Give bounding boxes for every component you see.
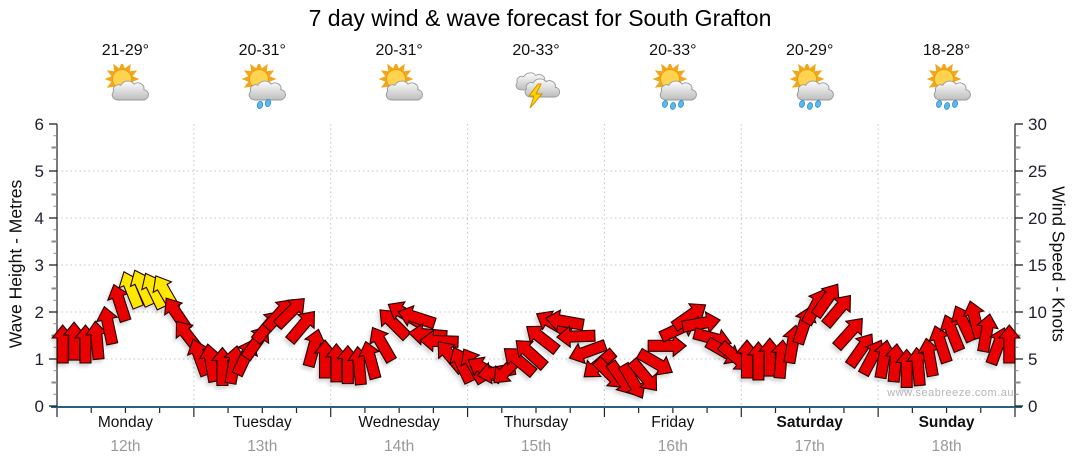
left-tick-label: 4: [35, 209, 44, 228]
x-day-label: Tuesday: [232, 414, 292, 431]
sun-cloud-rain-icon: [236, 61, 288, 112]
left-tick-label: 0: [35, 397, 44, 416]
x-day-label: Wednesday: [358, 414, 440, 431]
sun-cloud-rain-icon: [784, 61, 836, 112]
x-date-label: 18th: [931, 438, 962, 455]
sun-cloud-rain-icon: [647, 61, 699, 112]
right-tick-label: 10: [1028, 303, 1047, 322]
wind-arrow: [975, 313, 999, 354]
x-day-label: Monday: [97, 414, 153, 431]
right-tick-label: 30: [1028, 115, 1047, 134]
right-tick-label: 5: [1028, 350, 1037, 369]
wind-arrow: [369, 326, 398, 364]
left-tick-label: 5: [35, 162, 44, 181]
right-tick-label: 15: [1028, 256, 1047, 275]
day-temp-range: 20-29°: [786, 42, 834, 59]
x-date-label: 15th: [520, 438, 552, 455]
day-temp-range: 20-31°: [238, 42, 286, 59]
day-temp-range: 20-31°: [375, 42, 423, 59]
wind-arrow: [832, 317, 863, 352]
x-day-label: Friday: [651, 414, 695, 431]
day-temp-range: 20-33°: [649, 42, 697, 59]
wind-arrow: [95, 305, 119, 346]
day-temp-range: 21-29°: [101, 42, 150, 59]
wind-arrow-series: [51, 269, 1021, 399]
sun-cloud-rain-icon: [921, 61, 973, 112]
watermark: www.seabreeze.com.au: [887, 387, 1014, 399]
sun-cloud-icon: [99, 61, 151, 112]
x-date-label: 13th: [247, 438, 278, 455]
x-day-label: Sunday: [918, 414, 975, 431]
wind-arrow: [556, 324, 596, 349]
wind-arrow: [515, 340, 549, 371]
sun-cloud-icon: [373, 61, 425, 112]
right-tick-label: 20: [1028, 209, 1047, 228]
wind-arrow: [284, 310, 315, 345]
right-tick-label: 0: [1028, 397, 1037, 416]
day-temp-range: 18-28°: [922, 42, 971, 59]
wind-arrow: [357, 340, 382, 381]
left-tick-label: 1: [35, 350, 44, 369]
storm-icon: [510, 64, 562, 112]
x-date-label: 14th: [384, 438, 415, 455]
left-tick-label: 6: [35, 115, 44, 134]
wind-arrow: [635, 347, 674, 376]
wind-arrow: [820, 294, 851, 329]
x-day-label: Thursday: [503, 414, 569, 431]
wind-arrow: [568, 339, 608, 365]
x-date-label: 12th: [110, 438, 141, 455]
left-tick-label: 2: [35, 303, 44, 322]
wind-arrow: [544, 308, 585, 332]
day-temp-range: 20-33°: [512, 42, 560, 59]
x-day-label: Saturday: [776, 414, 843, 431]
page-title: 7 day wind & wave forecast for South Gra…: [308, 5, 772, 31]
wind-arrow: [997, 324, 1021, 364]
right-tick-label: 25: [1028, 162, 1047, 181]
left-tick-label: 3: [35, 256, 44, 275]
x-date-label: 17th: [794, 438, 825, 455]
x-date-label: 16th: [657, 438, 688, 455]
wind-arrow: [397, 304, 437, 330]
